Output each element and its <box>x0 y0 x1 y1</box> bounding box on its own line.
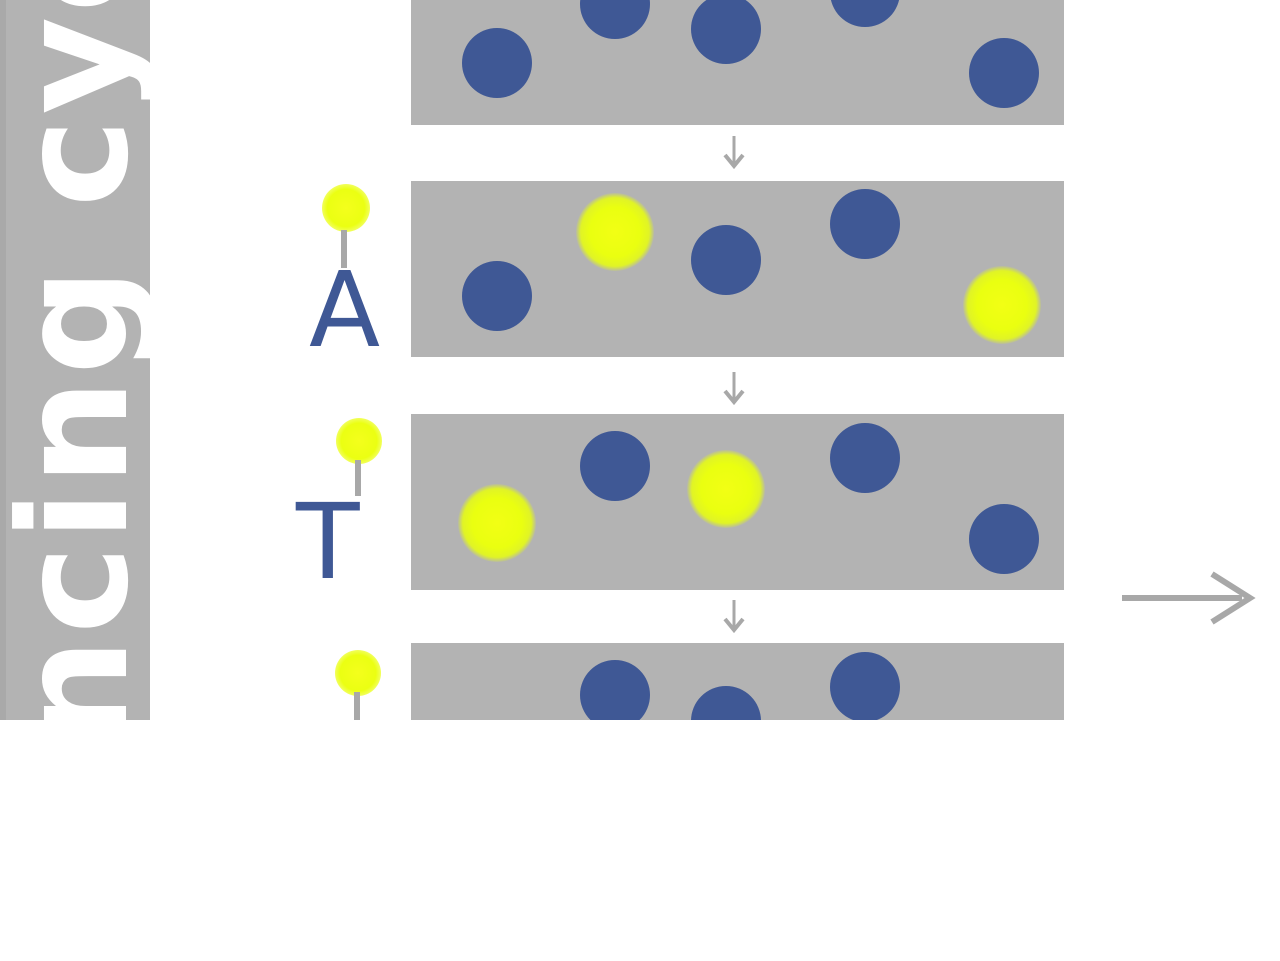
cluster-dark <box>580 431 650 501</box>
cluster-dark <box>691 686 761 720</box>
sidebar-banner: uencing cycle <box>0 0 162 961</box>
cluster-dark <box>691 0 761 64</box>
right-arrow-icon <box>1122 571 1256 625</box>
base-letter-t: T <box>296 481 360 603</box>
cluster-lit <box>576 193 654 271</box>
down-arrow-icon <box>723 600 745 634</box>
cluster-dark <box>969 38 1039 108</box>
cluster-lit <box>687 450 765 528</box>
down-arrow-icon <box>723 136 745 170</box>
flowcell-panel-3 <box>411 643 1064 720</box>
vertical-title: uencing cycle <box>0 0 162 961</box>
cluster-dark <box>969 504 1039 574</box>
fluorophore-dot <box>335 650 381 696</box>
cluster-dark <box>691 225 761 295</box>
flowcell-panel-0 <box>411 0 1064 125</box>
cluster-dark <box>830 0 900 27</box>
cluster-dark <box>830 423 900 493</box>
base-letter-a: A <box>309 249 381 371</box>
fluorophore-dot <box>322 184 370 232</box>
flowcell-panel-1 <box>411 181 1064 357</box>
sidebar-edge <box>0 0 6 720</box>
cluster-dark <box>830 652 900 720</box>
nucleotide-stem <box>354 692 360 720</box>
down-arrow-icon <box>723 372 745 406</box>
cluster-lit <box>458 484 536 562</box>
cluster-dark <box>580 660 650 720</box>
cluster-lit <box>963 266 1041 344</box>
nucleotide-stem <box>341 230 347 268</box>
fluorophore-dot <box>336 418 382 464</box>
cluster-dark <box>580 0 650 39</box>
flowcell-panel-2 <box>411 414 1064 590</box>
cluster-dark <box>830 189 900 259</box>
nucleotide-stem <box>355 460 361 496</box>
cluster-dark <box>462 28 532 98</box>
cluster-dark <box>462 261 532 331</box>
